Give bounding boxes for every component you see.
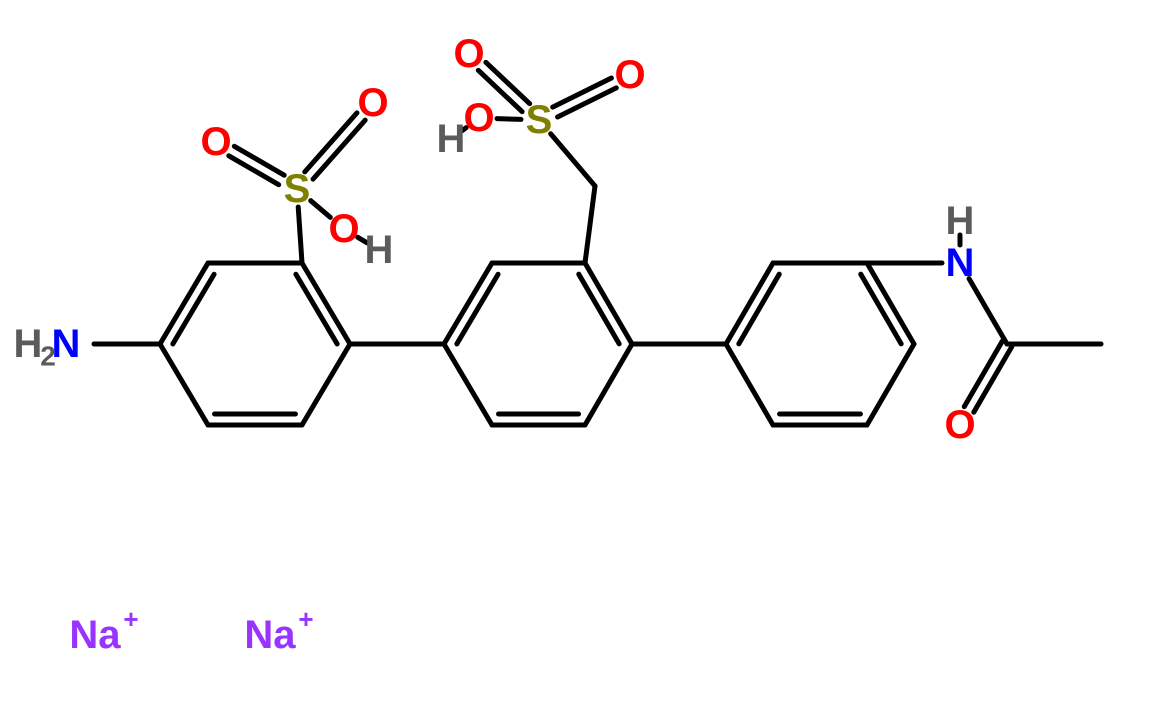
atom-label: N	[52, 322, 81, 366]
bond	[305, 113, 357, 172]
bond	[160, 344, 208, 425]
bond	[298, 207, 302, 263]
atom-label: +	[123, 604, 138, 634]
bond	[585, 263, 632, 344]
atom-label: +	[298, 604, 313, 634]
atom-label: H	[14, 322, 43, 366]
atom-label: S	[284, 167, 311, 211]
bond	[551, 134, 595, 186]
bond	[302, 344, 350, 425]
bond	[867, 344, 914, 425]
bond	[444, 344, 492, 425]
atom-label: H	[946, 199, 975, 243]
atom-label: Na	[244, 613, 296, 657]
atom-label: O	[614, 53, 645, 97]
bond	[867, 263, 914, 344]
atom-label: O	[200, 120, 231, 164]
bond	[313, 120, 365, 179]
atom-label: H	[365, 228, 394, 272]
bond	[497, 119, 521, 120]
bond	[444, 263, 492, 344]
bond	[726, 263, 773, 344]
atom-label: Na	[69, 613, 121, 657]
bond	[302, 263, 350, 344]
bond	[726, 344, 773, 425]
atom-label: 2	[40, 341, 56, 372]
atom-label: O	[463, 96, 494, 140]
atom-label: H	[437, 117, 466, 161]
bond	[311, 201, 331, 218]
atom-label: O	[328, 207, 359, 251]
atom-label: O	[453, 32, 484, 76]
atom-label: O	[944, 403, 975, 447]
atom-label: S	[526, 98, 553, 142]
molecule-diagram: NH2SOOOHSOOOHNHONa+Na+	[0, 0, 1165, 707]
bond	[160, 263, 208, 344]
bond	[585, 186, 595, 263]
bond	[969, 279, 1007, 344]
bond	[585, 344, 632, 425]
atom-label: O	[357, 81, 388, 125]
atom-label: N	[946, 241, 975, 285]
